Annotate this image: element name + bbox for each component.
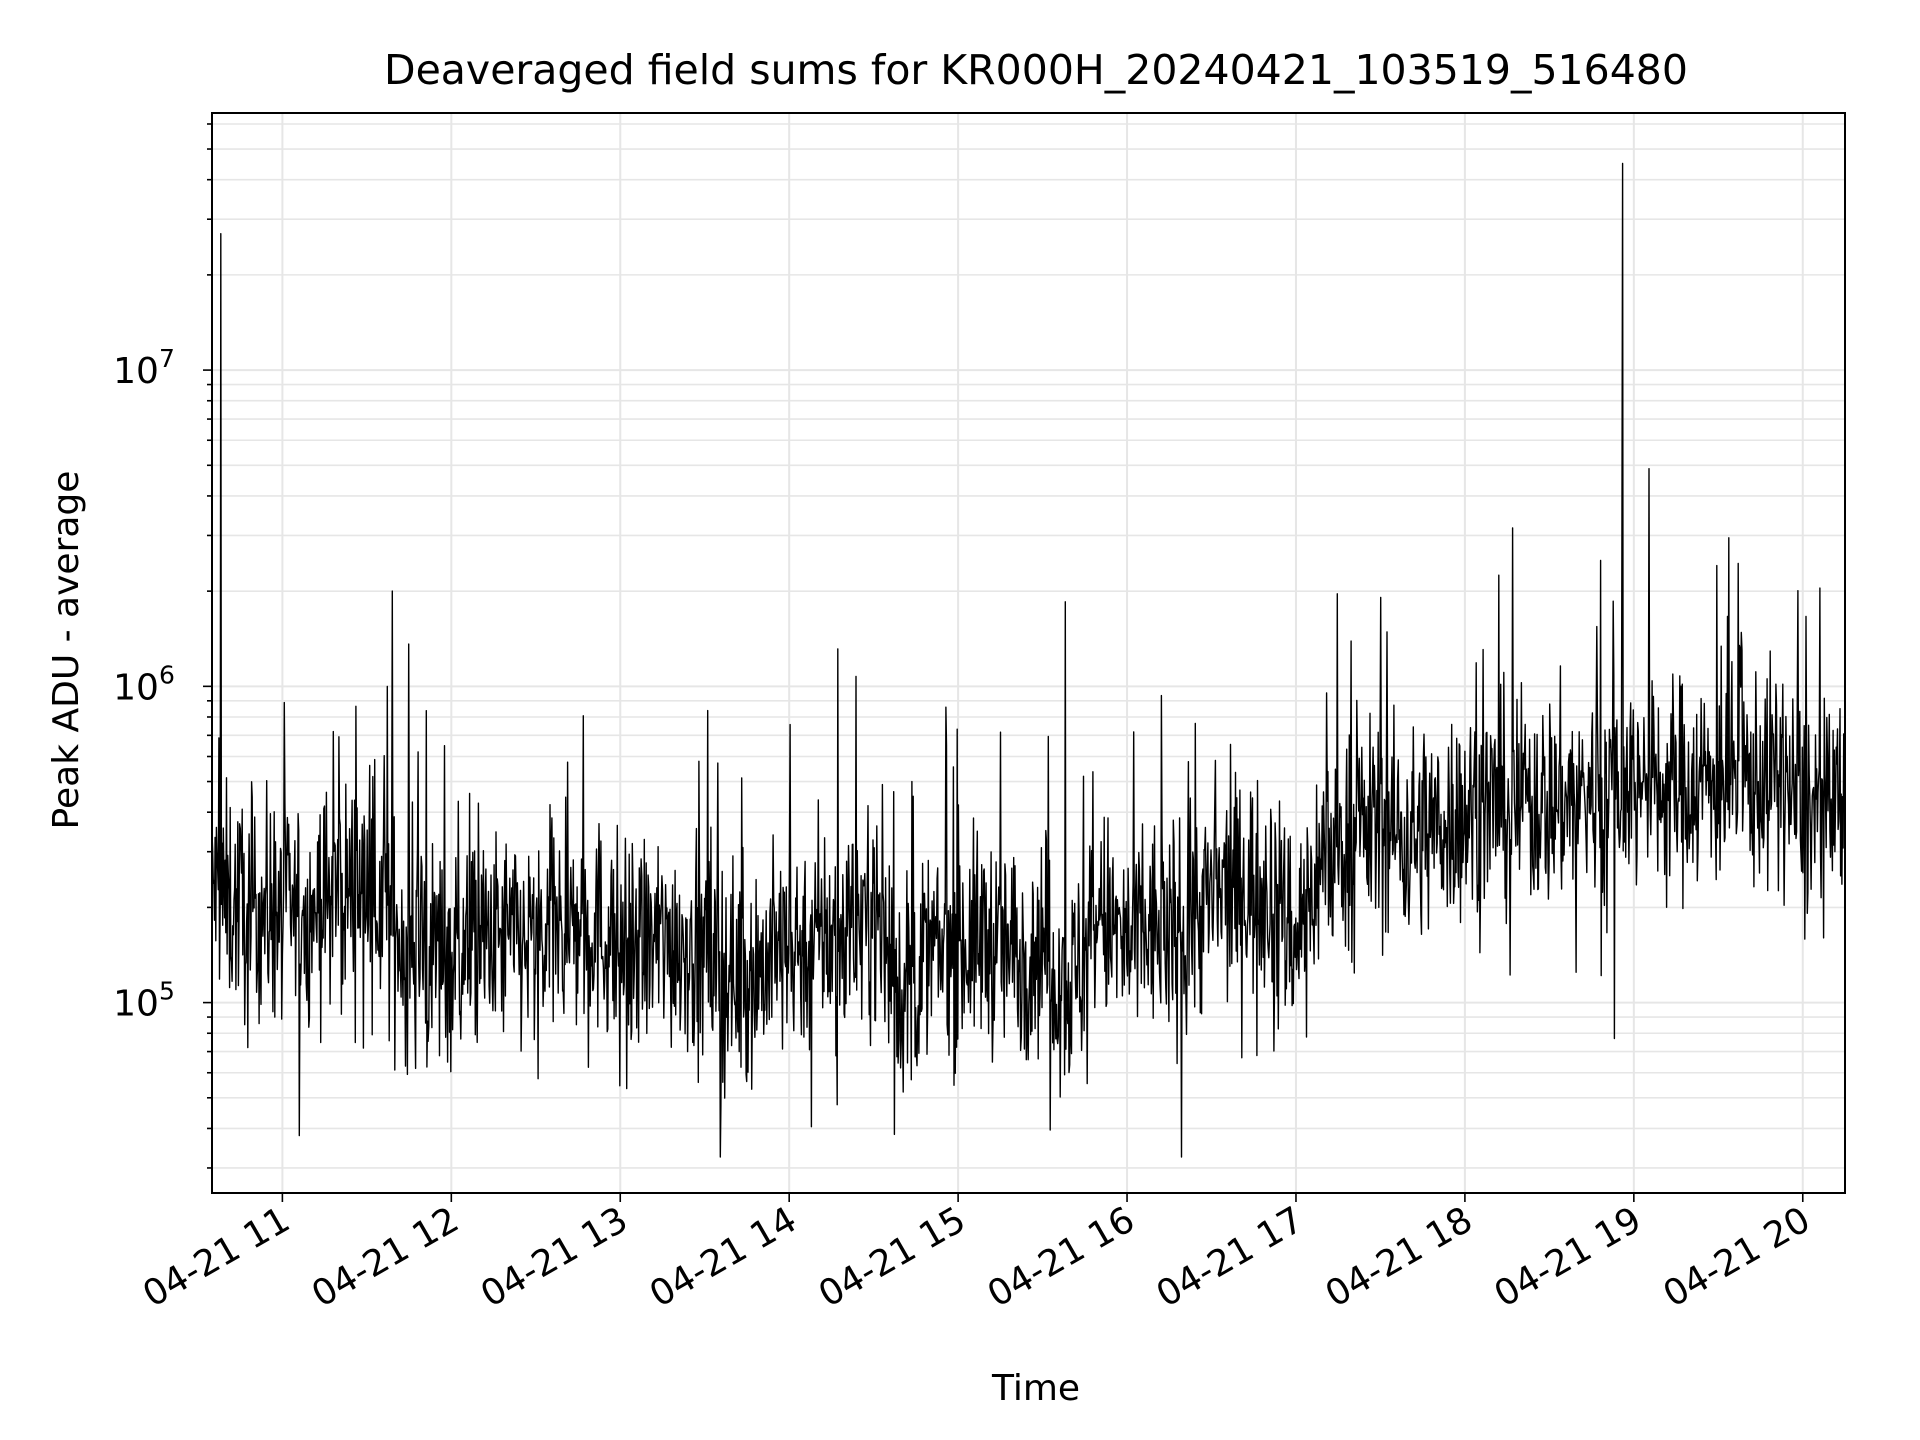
x-tick-label: 04-21 17 [1150, 1199, 1311, 1315]
x-tick-label: 04-21 15 [812, 1199, 973, 1315]
x-axis-label: Time [991, 1368, 1080, 1409]
plot-frame [211, 112, 1846, 1194]
data-series [211, 162, 1846, 1158]
x-tick-label: 04-21 20 [1657, 1199, 1818, 1315]
chart-title: Deaveraged field sums for KR000H_2024042… [384, 46, 1688, 94]
y-axis-label: Peak ADU - average [46, 471, 87, 830]
series-line [211, 162, 1846, 1158]
y-tick-label: 105 [113, 977, 175, 1025]
x-tick-label: 04-21 11 [136, 1199, 297, 1315]
x-tick-label: 04-21 12 [305, 1199, 466, 1315]
x-tick-label: 04-21 18 [1319, 1199, 1480, 1315]
x-tick-label: 04-21 13 [474, 1199, 635, 1315]
x-tick-label: 04-21 16 [981, 1199, 1142, 1315]
x-tick-label: 04-21 19 [1488, 1199, 1649, 1315]
x-tick-label: 04-21 14 [643, 1199, 804, 1315]
y-tick-label: 106 [113, 660, 175, 708]
y-tick-label: 107 [113, 344, 175, 392]
